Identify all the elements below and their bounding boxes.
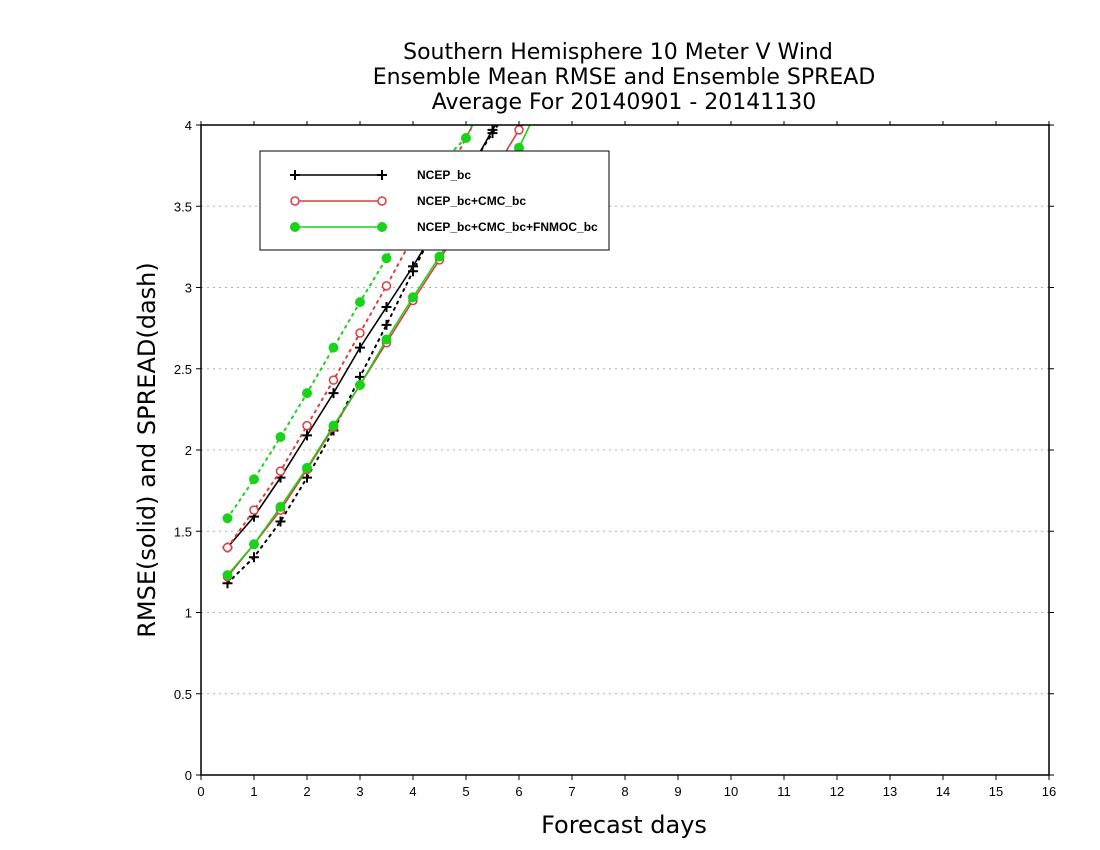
- y-tick-label: 3.5: [174, 199, 192, 214]
- series-2-spread-point: [222, 513, 233, 524]
- series-2-rmse-point: [275, 501, 286, 512]
- series-1-rmse-point: [514, 125, 524, 135]
- legend-item-0: NCEP_bc: [290, 168, 471, 182]
- series-0-spread-point: [381, 319, 392, 330]
- series-2-spread-point: [249, 474, 259, 485]
- x-tick-label: 3: [356, 784, 363, 799]
- series-0: [222, 125, 499, 589]
- series-2-rmse-point: [302, 462, 312, 473]
- legend-label: NCEP_bc: [417, 168, 471, 182]
- series-0-rmse-point: [408, 261, 418, 272]
- series-2-rmse-point: [222, 570, 233, 581]
- series-0-rmse-point: [381, 302, 392, 312]
- legend-item-2: NCEP_bc+CMC_bc+FNMOC_bc: [290, 220, 598, 234]
- x-tick-label: 6: [515, 784, 522, 799]
- series-0-rmse-point: [328, 388, 339, 399]
- series-2-spread-point: [381, 253, 392, 264]
- x-axis-label: Forecast days: [541, 811, 707, 839]
- series-2-spread-point: [515, 26, 524, 35]
- plot-frame: [200, 124, 1050, 776]
- legend: NCEP_bc NCEP_bc+CMC_bc NCEP_bc+CMC_bc+FNMO…: [259, 150, 610, 251]
- x-tick-label: 9: [674, 784, 681, 799]
- y-tick-label: 1: [185, 606, 192, 621]
- series-0-spread-point: [275, 516, 286, 527]
- legend-marker-start: [290, 196, 300, 206]
- series-2-spread-point: [302, 388, 312, 399]
- series-2-spread-point: [461, 133, 471, 143]
- x-tick-label: 13: [883, 784, 897, 799]
- series-0-spread-point: [249, 552, 259, 563]
- series-0-spread-line: [226, 125, 499, 585]
- x-tick-label: 16: [1042, 784, 1056, 799]
- x-tick-label: 1: [250, 784, 257, 799]
- series-1-spread-point: [275, 466, 286, 476]
- x-tick-label: 5: [462, 784, 469, 799]
- legend-item-1: NCEP_bc+CMC_bc: [290, 194, 526, 208]
- series-2-rmse-point: [434, 251, 445, 262]
- x-tick-label: 7: [568, 784, 575, 799]
- x-tick-label: 4: [409, 784, 416, 799]
- series-1-spread-point: [328, 375, 339, 385]
- series-1-spread-point: [355, 328, 365, 338]
- y-tick-label: 3: [185, 281, 192, 296]
- series-2-spread-point: [275, 432, 286, 442]
- series-2-rmse-point: [328, 420, 339, 431]
- series-2-rmse-point: [355, 380, 365, 390]
- series-1-spread-point: [222, 542, 233, 553]
- series-1-spread-point: [515, 32, 523, 40]
- chart-title-line-1: Southern Hemisphere 10 Meter V Wind: [403, 40, 833, 65]
- series-1-spread-point: [381, 281, 392, 291]
- x-tick-label: 15: [989, 784, 1003, 799]
- legend-marker-end: [377, 222, 387, 232]
- legend-marker-start: [290, 222, 300, 232]
- x-tick-label: 10: [724, 784, 738, 799]
- legend-marker-end: [377, 196, 387, 206]
- series-2-rmse-point: [408, 292, 418, 303]
- y-tick-label: 4: [185, 118, 192, 133]
- series-2-rmse-point: [249, 539, 259, 550]
- x-tick-label: 12: [830, 784, 844, 799]
- y-tick-label: 0: [185, 768, 192, 783]
- y-tick-label: 2: [185, 443, 192, 458]
- legend-label: NCEP_bc+CMC_bc: [417, 194, 526, 208]
- series-2-spread-point: [328, 342, 339, 353]
- y-tick-label: 2.5: [174, 362, 192, 377]
- y-tick-label: 1.5: [174, 524, 192, 539]
- x-tick-label: 2: [303, 784, 310, 799]
- legend-marker-start: [290, 170, 300, 180]
- series-0-rmse-point: [302, 430, 312, 441]
- x-tick-label: 11: [777, 784, 791, 799]
- series-0-rmse-point: [355, 342, 365, 353]
- y-tick-label: 0.5: [174, 687, 192, 702]
- series-2-spread-point: [355, 297, 365, 308]
- chart-title-line-3: Average For 20140901 - 20141130: [432, 90, 817, 115]
- series-0-spread-point: [302, 472, 312, 483]
- x-tick-label: 8: [621, 784, 628, 799]
- series-1-spread-point: [249, 505, 259, 515]
- grid-lines: [201, 205, 1049, 695]
- y-axis-label: RMSE(solid) and SPREAD(dash): [133, 262, 161, 638]
- legend-marker-end: [377, 170, 387, 180]
- series-1-spread-point: [302, 420, 312, 431]
- x-tick-label: 0: [197, 784, 204, 799]
- x-tick-label: 14: [936, 784, 950, 799]
- series-0-rmse-point: [487, 125, 498, 135]
- legend-label: NCEP_bc+CMC_bc+FNMOC_bc: [417, 220, 598, 234]
- chart-title-line-2: Ensemble Mean RMSE and Ensemble SPREAD: [373, 65, 876, 90]
- axis-ticks: 00.511.522.533.540 1 2 3 4 5 6 7 8 9 10 11 12 13 14 15 1…: [174, 118, 1056, 799]
- series-2-rmse-point: [381, 334, 392, 345]
